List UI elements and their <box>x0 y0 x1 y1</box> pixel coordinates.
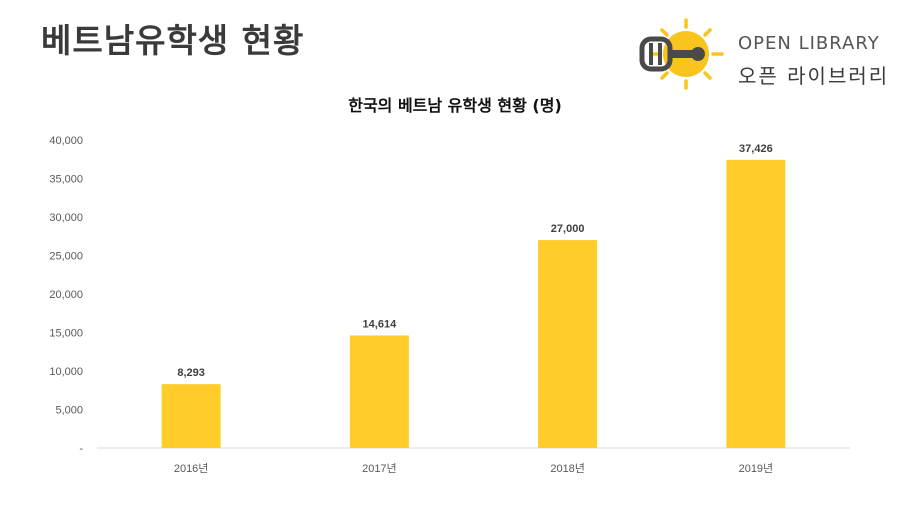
x-tick-label: 2018년 <box>550 462 585 475</box>
key-sun-icon <box>639 18 724 90</box>
y-tick-label: 25,000 <box>49 251 83 263</box>
chart-title: 한국의 베트남 유학생 현황 (명) <box>348 96 562 115</box>
x-tick-label: 2017년 <box>362 462 397 475</box>
x-tick-label: 2019년 <box>739 462 774 475</box>
data-label: 14,614 <box>363 318 398 330</box>
page-title: 베트남유학생 현황 <box>41 21 305 60</box>
y-tick-label: 10,000 <box>49 366 83 378</box>
data-label: 27,000 <box>551 223 585 235</box>
y-tick-label: 20,000 <box>49 289 83 301</box>
bar <box>161 384 221 448</box>
data-label: 37,426 <box>739 143 773 155</box>
bar <box>538 240 598 448</box>
y-tick-label: 35,000 <box>49 174 83 186</box>
bar <box>349 335 409 448</box>
open-library-logo: OPEN LIBRARY 오픈 라이브러리 <box>636 16 890 92</box>
data-label: 8,293 <box>177 367 205 379</box>
y-tick-label: 30,000 <box>49 212 83 224</box>
y-tick-label: 40,000 <box>49 135 83 147</box>
logo-text-english: OPEN LIBRARY <box>738 33 880 54</box>
y-tick-label: - <box>79 443 83 455</box>
x-tick-label: 2016년 <box>174 462 209 475</box>
y-tick-label: 5,000 <box>55 405 83 417</box>
logo-text-korean: 오픈 라이브러리 <box>738 64 890 88</box>
y-tick-label: 15,000 <box>49 328 83 340</box>
bar <box>726 159 786 448</box>
